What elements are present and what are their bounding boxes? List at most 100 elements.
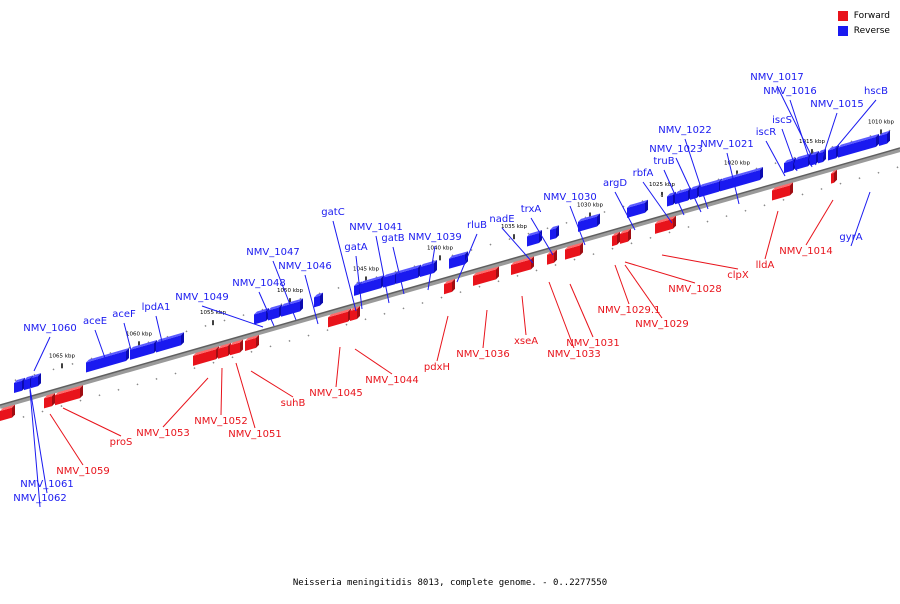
minor-tick	[250, 350, 253, 353]
gene-block-side	[556, 225, 559, 239]
gene-label-nmv-1051: NMV_1051	[228, 429, 281, 440]
leader-nmv-1030	[569, 205, 586, 246]
gene-block-top	[795, 153, 811, 160]
gene-block-face	[699, 181, 719, 198]
gene-block-top	[14, 377, 25, 384]
gene-block-face	[281, 301, 300, 317]
gene-block-side	[876, 133, 879, 147]
gene-block-top	[810, 150, 819, 156]
gene-block-face	[547, 252, 554, 265]
gene-block-face	[230, 342, 240, 356]
leader-nmv-1039	[427, 245, 436, 291]
minor-tick	[706, 220, 709, 223]
gene-label-clpx: clpX	[727, 270, 749, 281]
gene-block-top	[473, 266, 499, 276]
gene-label-nmv-1045: NMV_1045	[309, 388, 362, 399]
gene-block-side	[181, 332, 184, 346]
gene-block-top	[612, 231, 620, 237]
gene-block-face	[620, 231, 628, 244]
gene-label-nmv-1053: NMV_1053	[136, 428, 189, 439]
minor-tick	[41, 410, 44, 413]
leader-suhb	[250, 370, 294, 398]
gene-block-top	[831, 169, 837, 174]
legend-forward: Forward	[837, 8, 890, 23]
minor-tick	[801, 193, 804, 196]
gene-block-face	[350, 309, 357, 322]
gene-block-top	[44, 393, 55, 399]
gene-label-gatb: gatB	[381, 233, 404, 244]
gene-label-nmv-1014: NMV_1014	[779, 246, 832, 257]
gene-label-nmv-1036: NMV_1036	[456, 349, 509, 360]
minor-tick	[649, 236, 652, 239]
minor-tick	[565, 221, 568, 224]
gene-block-top	[24, 375, 33, 381]
minor-tick	[896, 166, 899, 169]
gene-block-face	[449, 254, 465, 269]
gene-block-face	[527, 233, 539, 247]
leader-gatb	[392, 246, 405, 295]
minor-tick	[630, 242, 633, 245]
gene-label-nmv-1039: NMV_1039	[408, 232, 461, 243]
gene-block-top	[828, 145, 839, 151]
gene-label-gata: gatA	[344, 242, 367, 253]
minor-tick	[489, 243, 492, 246]
minor-tick	[71, 362, 74, 365]
legend: Forward Reverse	[837, 8, 890, 38]
minor-tick	[288, 339, 291, 342]
minor-tick	[307, 334, 310, 337]
gene-block-face	[828, 148, 836, 161]
gene-block-side	[38, 373, 41, 387]
gene-block-top	[396, 264, 421, 274]
leader-nmv-1049	[201, 305, 264, 328]
tick-label: 1045 kbp	[353, 266, 379, 272]
gene-block-side	[628, 228, 631, 242]
gene-label-nmv-1062: NMV_1062	[13, 493, 66, 504]
gene-block-top	[690, 184, 700, 190]
gene-block-face	[156, 335, 181, 353]
minor-tick	[535, 269, 538, 272]
gene-block-side	[580, 242, 583, 256]
leader-nmv-1031	[569, 283, 594, 338]
gene-block-face	[795, 156, 808, 170]
gene-block-side	[452, 278, 455, 292]
minor-tick	[326, 329, 329, 332]
gene-block-top	[193, 346, 219, 356]
gene-block-top	[230, 339, 243, 346]
leader-pros	[62, 407, 122, 437]
gene-block-top	[699, 178, 722, 188]
gene-block-top	[818, 148, 826, 154]
leader-nmv-1014	[805, 199, 834, 246]
minor-tick	[204, 324, 207, 327]
gene-block-side	[834, 169, 837, 183]
gene-block-side	[554, 249, 557, 263]
gene-block-face	[55, 388, 80, 406]
gene-block-top	[328, 308, 351, 318]
gene-block-face	[218, 345, 228, 359]
minor-tick	[592, 253, 595, 256]
minor-tick	[527, 232, 530, 235]
leader-iscr	[765, 140, 786, 177]
leader-rbfa	[642, 181, 673, 224]
gene-label-nade: nadE	[489, 214, 514, 225]
gene-block-top	[449, 251, 468, 259]
gene-label-hscb: hscB	[864, 86, 888, 97]
gene-block-top	[218, 342, 231, 349]
minor-tick	[820, 187, 823, 191]
tick-label: 1040 kbp	[427, 245, 453, 251]
minor-tick	[185, 330, 188, 333]
minor-tick	[79, 399, 82, 402]
gene-block-side	[320, 292, 323, 306]
leader-rlub	[456, 233, 478, 283]
gene-label-nmv-1022: NMV_1022	[658, 125, 711, 136]
gene-block-side	[617, 231, 620, 245]
gene-block-face	[86, 351, 126, 373]
leader-nmv-1029	[624, 264, 663, 319]
gene-label-nmv-1029-1: NMV_1029.1	[598, 305, 661, 316]
gene-label-nmv-1047: NMV_1047	[246, 247, 299, 258]
legend-forward-label: Forward	[853, 10, 890, 21]
gene-label-nmv-1041: NMV_1041	[349, 222, 402, 233]
gene-block-face	[612, 234, 617, 247]
minor-tick	[136, 383, 139, 386]
gene-label-llda: lldA	[756, 260, 775, 271]
